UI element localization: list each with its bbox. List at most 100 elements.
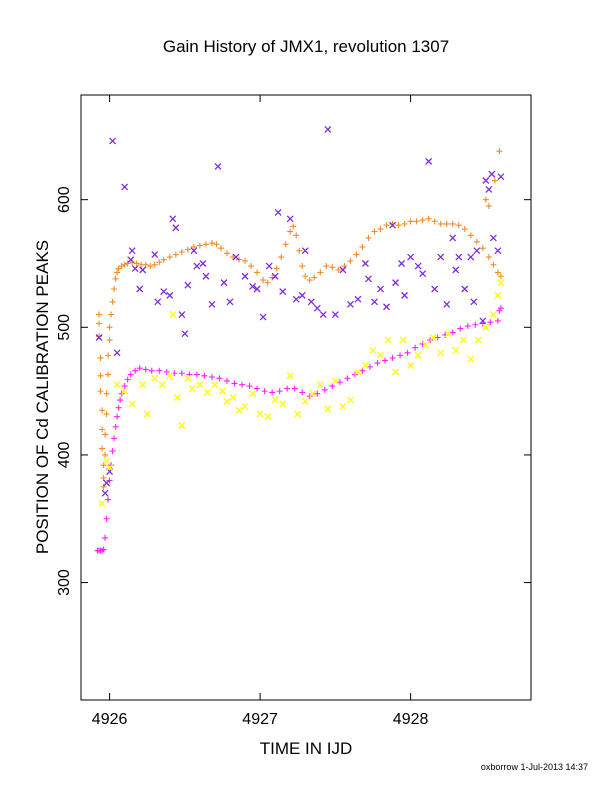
data-point xyxy=(166,291,174,299)
data-point xyxy=(178,370,185,377)
data-point xyxy=(241,272,249,280)
data-point xyxy=(344,375,351,382)
data-point xyxy=(309,390,317,398)
data-point xyxy=(389,354,396,361)
data-point xyxy=(127,371,134,378)
data-point xyxy=(188,385,196,393)
data-point xyxy=(461,226,468,233)
data-point xyxy=(346,396,354,404)
data-point xyxy=(128,247,136,255)
data-point xyxy=(223,377,230,384)
data-point xyxy=(121,261,128,268)
data-point xyxy=(102,534,109,541)
data-point xyxy=(347,257,354,264)
data-point xyxy=(112,423,119,430)
data-point xyxy=(488,170,496,178)
data-point xyxy=(339,266,347,274)
data-point xyxy=(184,246,191,253)
data-point xyxy=(178,422,186,430)
data-point xyxy=(261,388,268,395)
data-point xyxy=(115,404,122,411)
data-point xyxy=(113,349,121,357)
data-point xyxy=(431,218,438,225)
data-point xyxy=(97,388,104,395)
data-point xyxy=(216,375,223,382)
data-point xyxy=(169,215,177,223)
data-point xyxy=(377,285,384,293)
data-point xyxy=(133,260,140,267)
data-point xyxy=(306,277,313,284)
data-point xyxy=(103,411,110,418)
series-1 xyxy=(94,305,504,554)
data-point xyxy=(97,372,104,379)
data-point xyxy=(139,266,147,274)
data-point xyxy=(273,265,280,272)
data-point xyxy=(455,253,463,261)
data-point xyxy=(407,362,415,370)
data-point xyxy=(324,126,332,133)
data-point xyxy=(208,240,215,247)
data-point xyxy=(96,320,103,327)
y-tick-label: 300 xyxy=(56,569,73,596)
data-point xyxy=(425,157,433,165)
data-point xyxy=(307,298,315,306)
data-point xyxy=(464,323,471,330)
data-point xyxy=(434,334,441,341)
data-point xyxy=(314,390,321,397)
data-point xyxy=(452,346,460,354)
data-point xyxy=(384,336,392,344)
data-point xyxy=(291,385,298,392)
data-point xyxy=(485,185,493,193)
data-point xyxy=(482,177,490,184)
data-point xyxy=(160,288,168,296)
data-point xyxy=(494,269,501,276)
data-point xyxy=(284,385,291,392)
data-point xyxy=(470,298,478,306)
data-point xyxy=(425,215,432,222)
data-point xyxy=(419,270,427,278)
data-point xyxy=(443,220,450,227)
data-point xyxy=(317,269,324,276)
data-point xyxy=(346,300,354,308)
data-point xyxy=(383,303,390,311)
data-point xyxy=(124,260,131,267)
data-point xyxy=(459,336,467,344)
data-point xyxy=(365,234,372,241)
data-point xyxy=(109,137,117,145)
data-point xyxy=(412,344,419,351)
data-point xyxy=(98,499,106,507)
data-point xyxy=(292,295,300,303)
data-point xyxy=(269,389,276,396)
data-point xyxy=(151,374,159,382)
data-point xyxy=(151,251,159,259)
data-point xyxy=(199,260,207,267)
data-point xyxy=(100,462,107,469)
data-point xyxy=(313,304,321,312)
data-point xyxy=(437,349,445,357)
data-point xyxy=(455,222,462,229)
data-point xyxy=(242,257,249,264)
data-point xyxy=(497,273,504,280)
data-point xyxy=(139,381,147,389)
data-point xyxy=(419,217,426,224)
data-point xyxy=(109,298,116,305)
data-point xyxy=(128,400,136,408)
data-point xyxy=(253,285,261,293)
data-point xyxy=(231,380,238,387)
data-point xyxy=(202,241,209,248)
data-point xyxy=(276,388,283,395)
data-point xyxy=(219,387,226,395)
data-point xyxy=(398,260,406,267)
data-point xyxy=(108,311,115,318)
data-point xyxy=(260,277,267,284)
data-point xyxy=(166,254,173,261)
data-point xyxy=(160,256,167,263)
data-point xyxy=(259,313,267,321)
data-point xyxy=(106,464,114,472)
data-point xyxy=(136,285,144,293)
data-point xyxy=(449,329,456,336)
data-point xyxy=(335,266,342,273)
data-point xyxy=(208,300,216,308)
footer-stamp: oxborrow 1-Jul-2013 14:37 xyxy=(481,762,588,772)
data-point xyxy=(226,298,234,306)
